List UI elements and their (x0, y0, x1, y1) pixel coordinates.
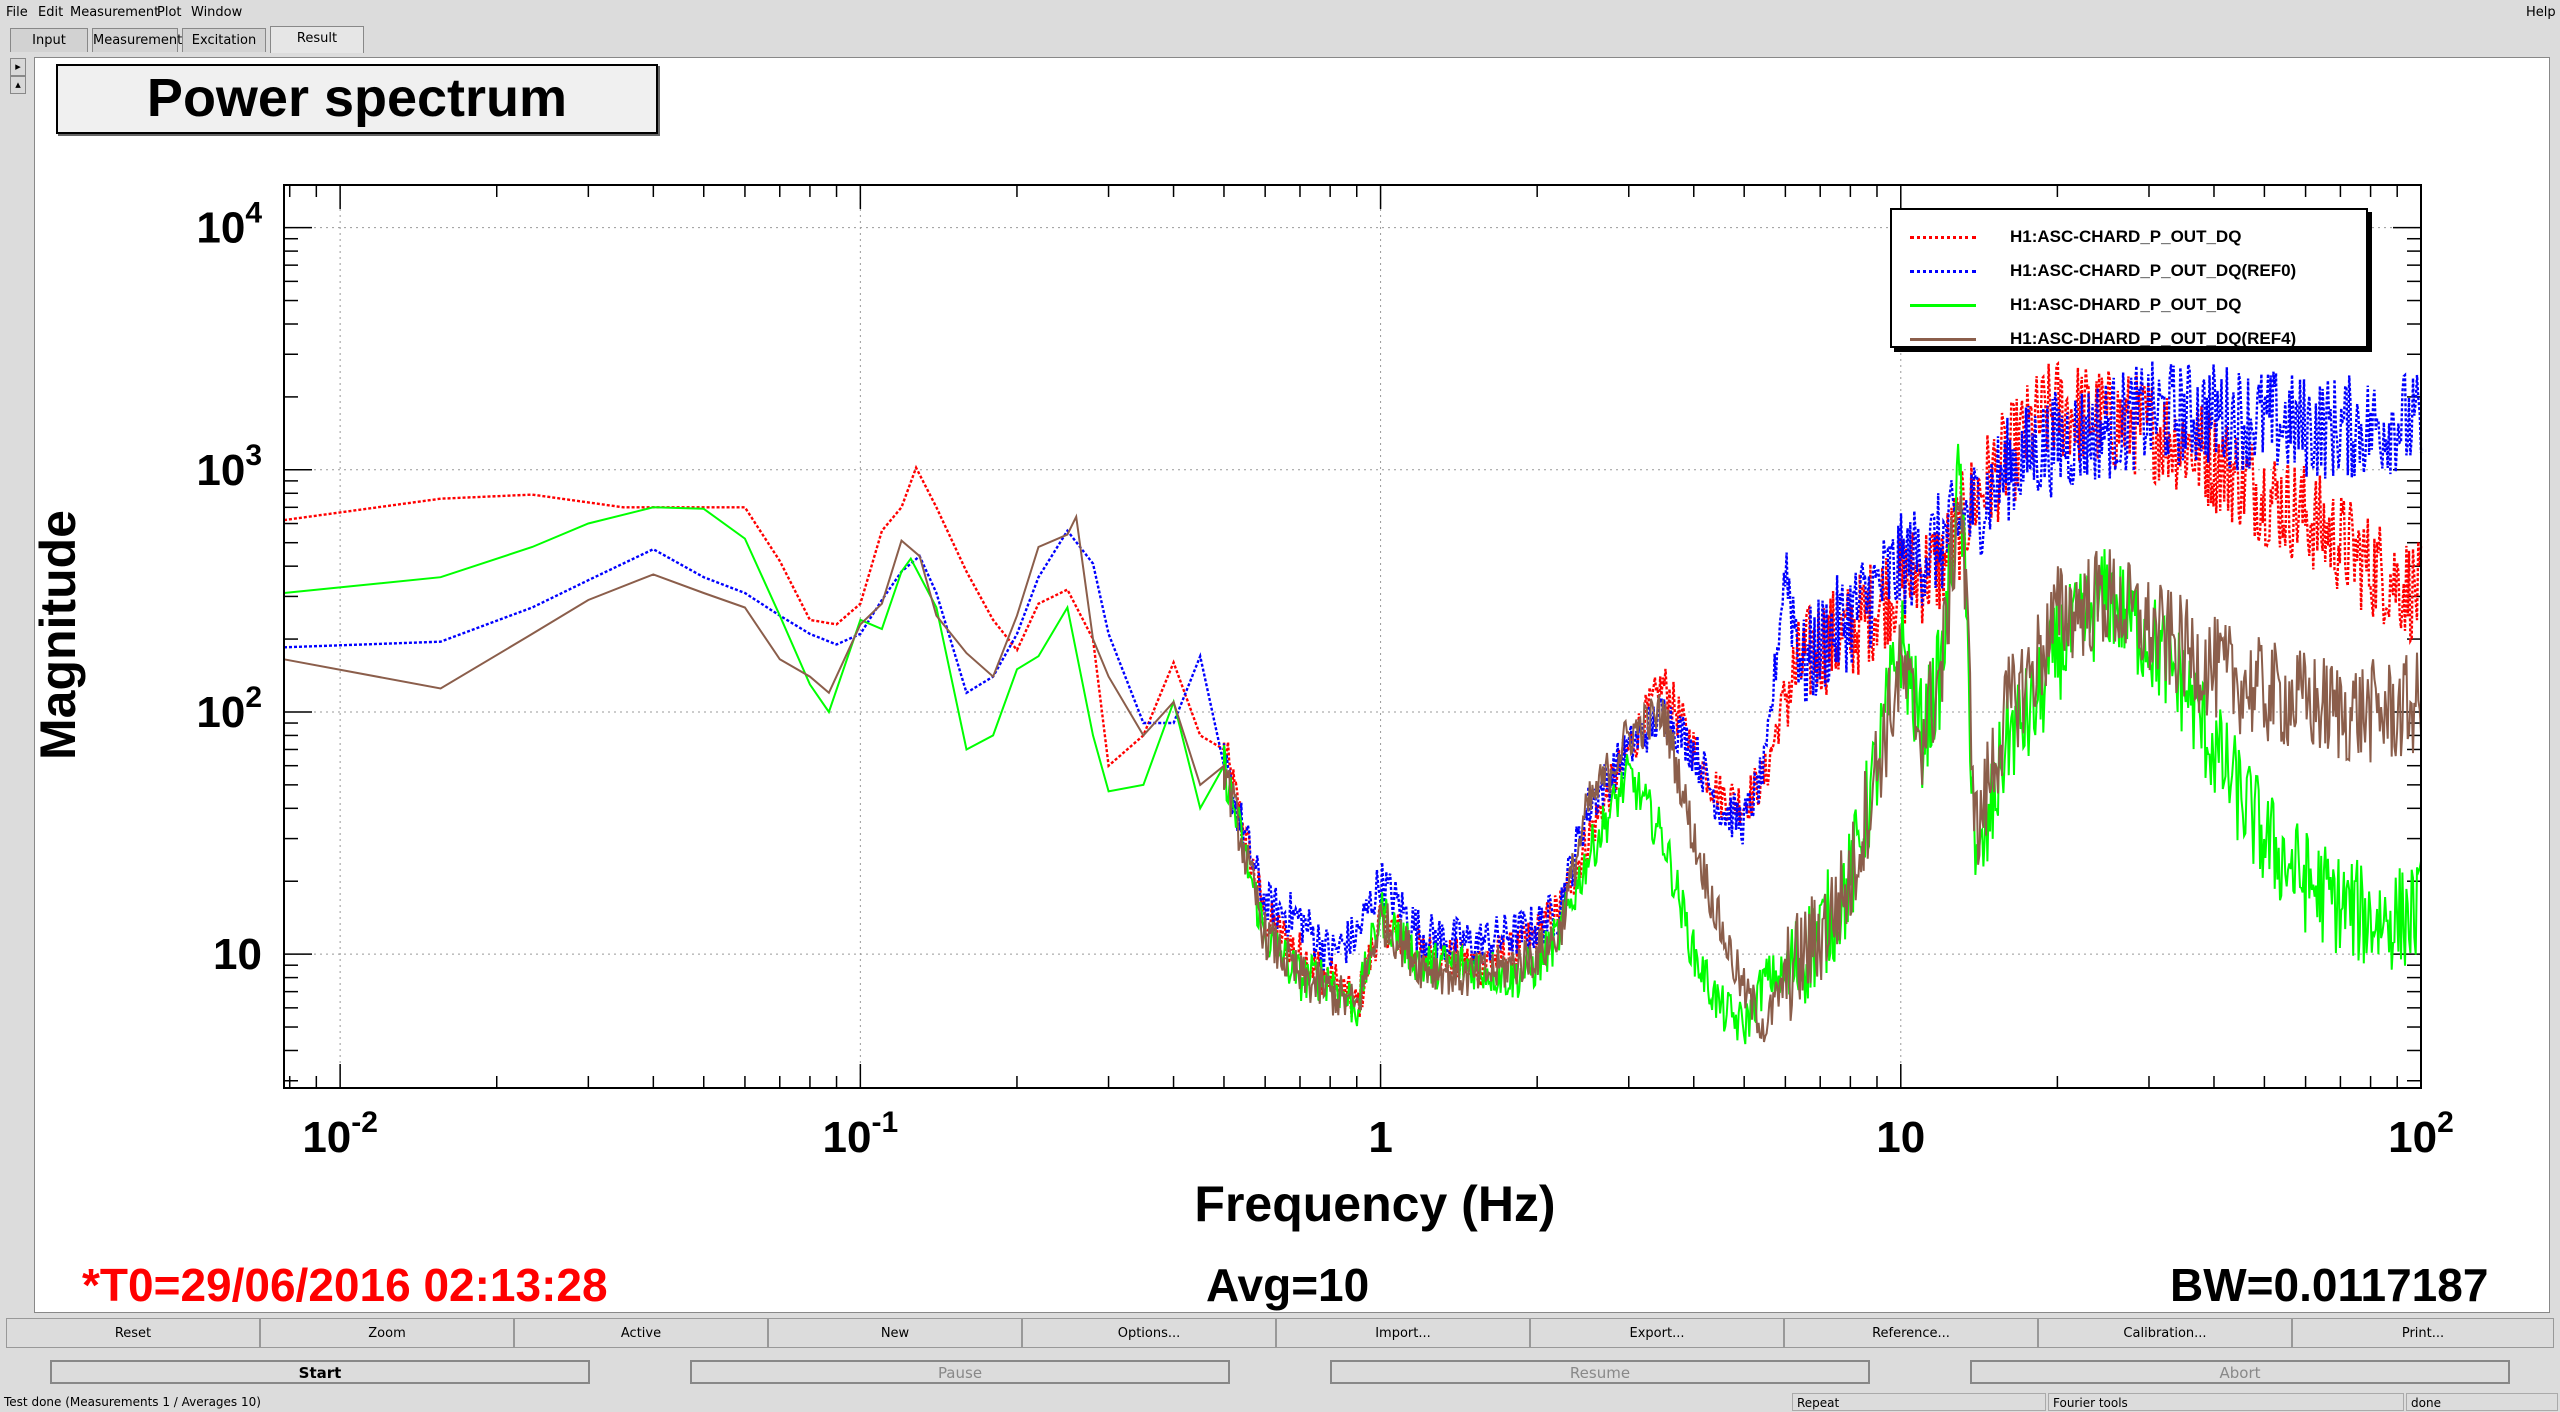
x-tick-label: 10-2 (302, 1106, 378, 1162)
reset-button[interactable]: Reset (6, 1318, 260, 1348)
series-line (283, 495, 2422, 1043)
x-axis-label: Frequency (Hz) (1194, 1176, 1556, 1232)
pause-button[interactable]: Pause (690, 1360, 1230, 1384)
expand-arrow-icon[interactable]: ▸ (10, 58, 26, 76)
tab-input[interactable]: Input (10, 28, 88, 52)
status-repeat: Repeat (1792, 1393, 2046, 1411)
legend-label: H1:ASC-DHARD_P_OUT_DQ (2010, 295, 2242, 314)
plot-frame (283, 184, 2422, 1089)
status-state: done (2406, 1393, 2558, 1411)
series-line (283, 443, 2422, 1045)
resume-button[interactable]: Resume (1330, 1360, 1870, 1384)
legend-entry: H1:ASC-CHARD_P_OUT_DQ (1892, 222, 2366, 252)
menu-edit[interactable]: Edit (38, 5, 64, 20)
x-tick-label: 102 (2388, 1106, 2454, 1162)
menu-help[interactable]: Help (2526, 5, 2556, 20)
start-button[interactable]: Start (50, 1360, 590, 1384)
legend-swatch (1910, 304, 1976, 307)
series-lines (283, 361, 2423, 1045)
legend-entry: H1:ASC-DHARD_P_OUT_DQ (1892, 290, 2366, 320)
tab-measurement[interactable]: Measurement (92, 28, 182, 52)
axis-ticks (284, 185, 2422, 1088)
print-button[interactable]: Print... (2292, 1318, 2554, 1348)
y-axis-label: Magnitude (30, 510, 86, 760)
t0-label: *T0=29/06/2016 02:13:28 (82, 1259, 608, 1311)
x-tick-label: 10-1 (823, 1106, 899, 1162)
avg-label: Avg=10 (1206, 1259, 1370, 1311)
legend-label: H1:ASC-CHARD_P_OUT_DQ(REF0) (2010, 261, 2297, 280)
abort-button[interactable]: Abort (1970, 1360, 2510, 1384)
control-bar: Start Pause Resume Abort (0, 1356, 2560, 1392)
legend-label: H1:ASC-DHARD_P_OUT_DQ(REF4) (2010, 329, 2297, 348)
plot-title: Power spectrum (56, 64, 658, 134)
legend-swatch (1910, 236, 1976, 239)
y-tick-label: 103 (196, 439, 262, 495)
collapse-arrow-icon[interactable]: ▴ (10, 76, 26, 94)
menu-file[interactable]: File (6, 5, 28, 20)
plot-toolbar: Reset Zoom Active New Options... Import.… (6, 1318, 2554, 1348)
status-bar: Test done (Measurements 1 / Averages 10)… (0, 1392, 2560, 1412)
import-button[interactable]: Import... (1276, 1318, 1530, 1348)
y-tick-label: 10 (213, 930, 262, 979)
reference-button[interactable]: Reference... (1784, 1318, 2038, 1348)
legend-label: H1:ASC-CHARD_P_OUT_DQ (2010, 227, 2242, 246)
menu-measurement[interactable]: Measurement (70, 5, 160, 20)
y-tick-label: 104 (196, 197, 262, 253)
x-tick-label: 10 (1876, 1113, 1925, 1162)
series-line (283, 361, 2423, 971)
active-button[interactable]: Active (514, 1318, 768, 1348)
tab-result[interactable]: Result (270, 26, 364, 53)
options-button[interactable]: Options... (1022, 1318, 1276, 1348)
legend-swatch (1910, 338, 1976, 341)
legend[interactable]: H1:ASC-CHARD_P_OUT_DQ H1:ASC-CHARD_P_OUT… (1890, 208, 2368, 348)
x-tick-label: 1 (1368, 1113, 1392, 1162)
status-tools: Fourier tools (2048, 1393, 2404, 1411)
calibration-button[interactable]: Calibration... (2038, 1318, 2292, 1348)
new-button[interactable]: New (768, 1318, 1022, 1348)
legend-swatch (1910, 270, 1976, 273)
menu-window[interactable]: Window (191, 5, 243, 20)
tab-bar: Input Measurement Excitation Result (0, 26, 2560, 54)
tick-labels: 10-2 10-1 1 10 102 10 102 103 104 (196, 197, 2453, 1162)
y-tick-label: 102 (196, 681, 262, 737)
legend-entry: H1:ASC-DHARD_P_OUT_DQ(REF4) (1892, 324, 2366, 354)
zoom-button[interactable]: Zoom (260, 1318, 514, 1348)
menu-plot[interactable]: Plot (157, 5, 182, 20)
status-message: Test done (Measurements 1 / Averages 10) (4, 1395, 261, 1409)
legend-entry: H1:ASC-CHARD_P_OUT_DQ(REF0) (1892, 256, 2366, 286)
export-button[interactable]: Export... (1530, 1318, 1784, 1348)
tab-excitation[interactable]: Excitation (182, 28, 266, 52)
bw-label: BW=0.0117187 (2170, 1259, 2489, 1311)
menubar: File Edit Measurement Plot Window Help (0, 0, 2560, 26)
